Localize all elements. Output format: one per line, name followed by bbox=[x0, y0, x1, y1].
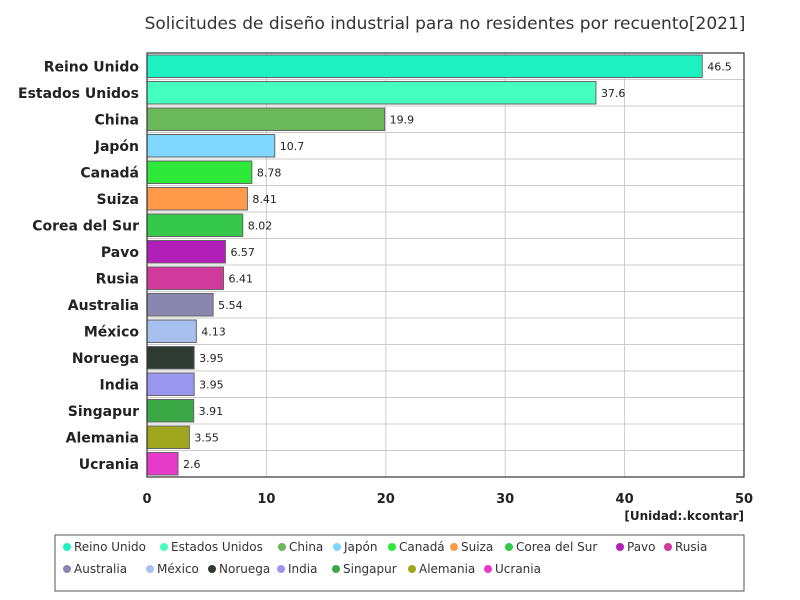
plot-frame bbox=[146, 52, 745, 478]
chart-title: Solicitudes de diseño industrial para no… bbox=[145, 14, 746, 34]
x-tick-1: 10 bbox=[257, 492, 275, 507]
legend-swatch-1 bbox=[160, 543, 168, 551]
legend-label-9: Australia bbox=[74, 562, 127, 576]
x-tick-5: 50 bbox=[735, 492, 753, 507]
legend-label-13: Singapur bbox=[343, 562, 397, 576]
category-label-15: Ucrania bbox=[79, 457, 139, 473]
legend-swatch-10 bbox=[146, 565, 154, 573]
category-labels: Reino Unido Estados Unidos China Japón Canad… bbox=[18, 59, 139, 473]
legend-label-6: Corea del Sur bbox=[516, 540, 597, 554]
bar-6 bbox=[146, 213, 244, 237]
unit-label: [Unidad:.kcontar] bbox=[624, 509, 744, 523]
bar-5 bbox=[146, 187, 248, 211]
legend: Reino Unido Estados Unidos China Japón Canad… bbox=[63, 540, 707, 576]
bar-3 bbox=[146, 134, 276, 158]
legend-label-3: Japón bbox=[343, 540, 377, 554]
legend-swatch-0 bbox=[63, 543, 71, 551]
bar-4 bbox=[146, 160, 253, 184]
category-label-5: Suiza bbox=[97, 192, 139, 208]
category-label-0: Reino Unido bbox=[44, 59, 140, 75]
legend-box bbox=[54, 534, 745, 592]
legend-swatch-7 bbox=[616, 543, 624, 551]
legend-swatch-9 bbox=[63, 565, 71, 573]
category-label-14: Alemania bbox=[66, 430, 139, 446]
value-label-0: 46.5 bbox=[707, 60, 732, 73]
legend-label-8: Rusia bbox=[675, 540, 707, 554]
value-label-7: 6.57 bbox=[230, 246, 255, 259]
legend-label-11: Noruega bbox=[219, 562, 270, 576]
value-label-9: 5.54 bbox=[218, 299, 243, 312]
category-label-9: Australia bbox=[68, 298, 139, 314]
legend-swatch-13 bbox=[332, 565, 340, 573]
category-label-6: Corea del Sur bbox=[32, 218, 139, 234]
legend-label-4: Canadá bbox=[399, 540, 445, 554]
bar-8 bbox=[146, 266, 225, 290]
legend-label-2: China bbox=[289, 540, 323, 554]
bar-1 bbox=[146, 81, 597, 105]
value-label-11: 3.95 bbox=[199, 352, 224, 365]
x-tick-2: 20 bbox=[377, 492, 395, 507]
value-label-6: 8.02 bbox=[248, 219, 272, 232]
legend-label-14: Alemania bbox=[419, 562, 475, 576]
value-label-12: 3.95 bbox=[199, 378, 224, 391]
value-label-13: 3.91 bbox=[199, 405, 224, 418]
legend-swatch-15 bbox=[484, 565, 492, 573]
category-label-13: Singapur bbox=[68, 404, 139, 420]
bar-2 bbox=[146, 107, 386, 131]
legend-swatch-11 bbox=[208, 565, 216, 573]
bar-10 bbox=[146, 319, 197, 343]
category-label-3: Japón bbox=[94, 139, 139, 155]
bars bbox=[146, 54, 703, 476]
legend-swatch-8 bbox=[664, 543, 672, 551]
bar-11 bbox=[146, 346, 195, 370]
bar-15 bbox=[146, 452, 179, 476]
legend-swatch-5 bbox=[450, 543, 458, 551]
value-label-1: 37.6 bbox=[601, 87, 626, 100]
legend-swatch-3 bbox=[333, 543, 341, 551]
category-label-1: Estados Unidos bbox=[18, 86, 139, 102]
legend-swatch-12 bbox=[277, 565, 285, 573]
value-labels: 46.5 37.6 19.9 10.7 8.78 8.41 8.02 6.57 6.41 5.54… bbox=[183, 60, 732, 471]
legend-label-0: Reino Unido bbox=[74, 540, 146, 554]
legend-swatch-14 bbox=[408, 565, 416, 573]
bar-13 bbox=[146, 399, 195, 423]
legend-label-15: Ucrania bbox=[495, 562, 541, 576]
category-label-4: Canadá bbox=[80, 165, 139, 181]
category-label-10: México bbox=[84, 324, 140, 340]
x-tick-3: 30 bbox=[496, 492, 514, 507]
category-label-2: China bbox=[95, 112, 139, 128]
legend-label-1: Estados Unidos bbox=[171, 540, 263, 554]
category-label-11: Noruega bbox=[72, 351, 139, 367]
legend-swatch-6 bbox=[505, 543, 513, 551]
gridlines bbox=[147, 53, 744, 477]
category-label-12: India bbox=[100, 377, 139, 393]
legend-label-10: México bbox=[157, 562, 199, 576]
category-label-8: Rusia bbox=[96, 271, 139, 287]
legend-label-5: Suiza bbox=[461, 540, 493, 554]
value-label-8: 6.41 bbox=[229, 272, 254, 285]
value-label-10: 4.13 bbox=[201, 325, 226, 338]
legend-label-7: Pavo bbox=[627, 540, 656, 554]
value-label-3: 10.7 bbox=[280, 140, 305, 153]
value-label-5: 8.41 bbox=[252, 193, 277, 206]
bar-12 bbox=[146, 372, 195, 396]
x-tick-4: 40 bbox=[616, 492, 634, 507]
bar-14 bbox=[146, 425, 190, 449]
value-label-4: 8.78 bbox=[257, 166, 282, 179]
bar-0 bbox=[146, 54, 703, 78]
value-label-14: 3.55 bbox=[194, 431, 219, 444]
bar-9 bbox=[146, 293, 214, 317]
bar-7 bbox=[146, 240, 226, 264]
value-label-2: 19.9 bbox=[390, 113, 415, 126]
legend-swatch-4 bbox=[388, 543, 396, 551]
x-axis-ticks: 0 10 20 30 40 50 bbox=[142, 492, 753, 507]
x-tick-0: 0 bbox=[142, 492, 151, 507]
category-label-7: Pavo bbox=[101, 245, 139, 261]
legend-label-12: India bbox=[288, 562, 317, 576]
legend-swatch-2 bbox=[278, 543, 286, 551]
value-label-15: 2.6 bbox=[183, 458, 201, 471]
